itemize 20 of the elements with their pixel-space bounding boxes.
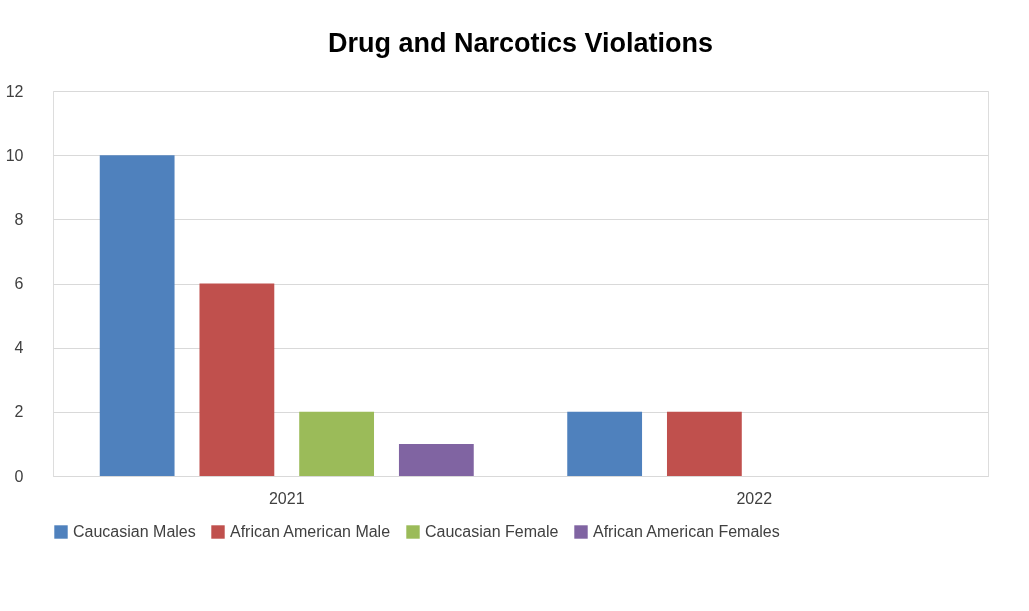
bar [567,411,643,476]
legend-label: African American Male [230,523,391,540]
bar [199,283,275,476]
bar [398,443,474,476]
y-tick-label: 0 [14,467,24,485]
chart-title: Drug and Narcotics Violations [327,28,714,58]
y-tick-label: 12 [5,82,24,100]
bar [666,411,742,476]
legend-label: Caucasian Males [73,523,196,540]
y-tick-label: 4 [14,339,24,357]
x-tick-label: 2021 [268,489,305,507]
y-tick-label: 6 [14,275,24,292]
x-tick-label: 2022 [736,489,773,507]
bar [99,155,175,476]
y-tick-label: 2 [14,403,24,421]
legend-label: African American Females [593,523,780,540]
y-tick-label: 8 [14,210,24,228]
legend-label: Caucasian Female [425,523,559,540]
y-tick-label: 10 [5,146,24,164]
bar [299,411,375,476]
